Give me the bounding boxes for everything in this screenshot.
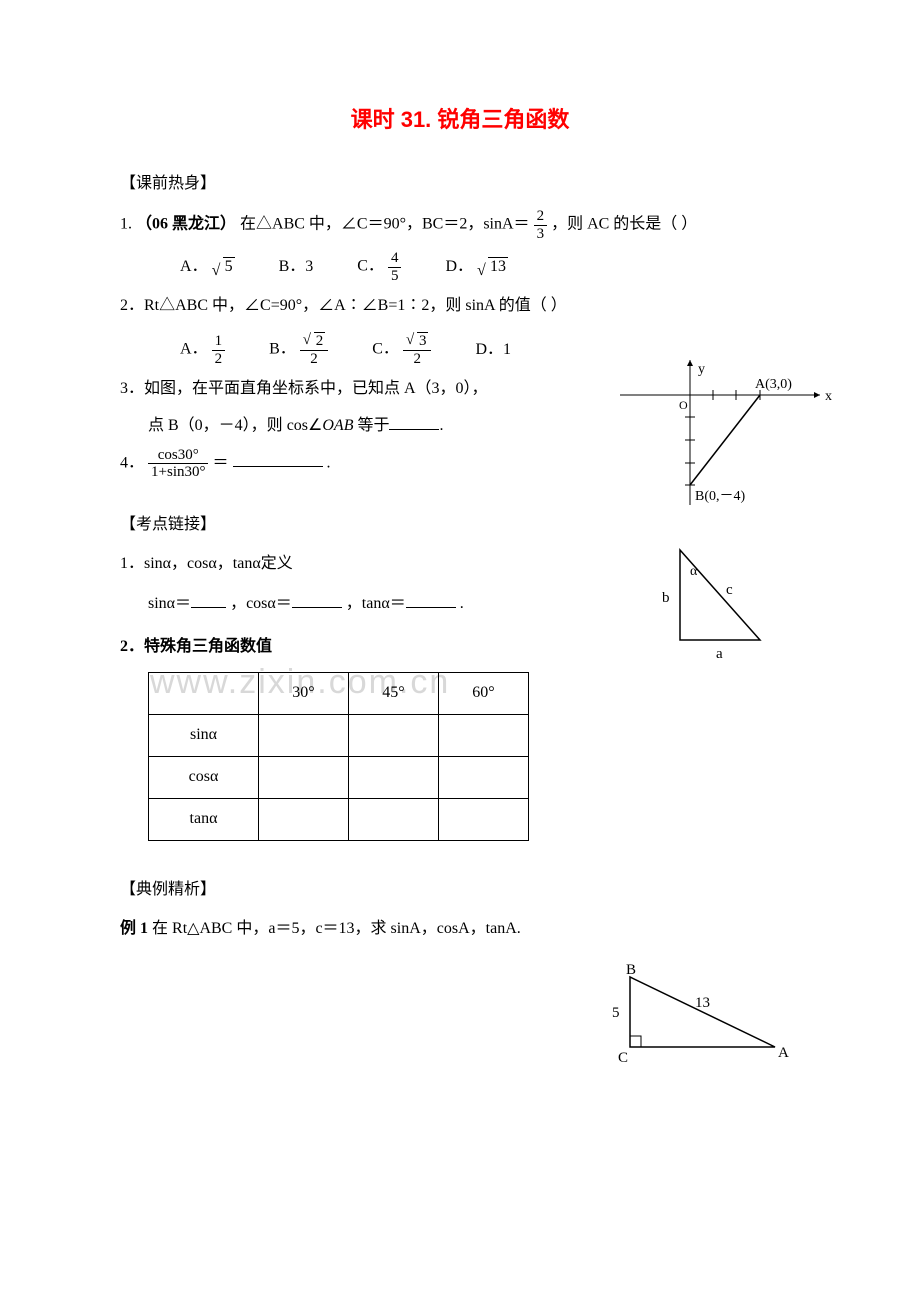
svg-text:b: b [662,590,670,606]
svg-text:x: x [825,389,832,404]
svg-text:13: 13 [695,995,710,1011]
q1-tail: ，则 AC 的长是（ ） [551,216,697,233]
blank-input [389,412,439,430]
page-title: 课时 31. 锐角三角函数 [120,100,800,140]
blank-input [191,590,226,608]
svg-text:C: C [618,1050,628,1066]
svg-text:α: α [690,564,698,579]
question-2: 2．Rt△ABC 中，∠C=90°，∠A∶∠B=1∶2，则 sinA 的值（ ） [120,292,800,321]
blank-input [233,449,323,467]
q1-frac: 2 3 [534,208,548,242]
q2-optD: D．1 [475,336,511,365]
svg-text:B(0,－4): B(0,－4) [695,489,745,504]
table-row-sin: sinα [149,714,259,756]
blank-input [406,590,456,608]
table-empty-header [149,672,259,714]
svg-text:c: c [726,582,733,598]
q1-options: A． 5 B．3 C． 4 5 D． 13 [180,250,800,284]
q3-wrapper: 3．如图，在平面直角坐标系中，已知点 A（3，0）， 点 B（0，－4），则 c… [120,375,800,441]
table-row-tan: tanα [149,798,259,840]
section-examples: 【典例精析】 [120,876,800,905]
coordinate-diagram: y x O A(3,0) B(0,－4) [620,355,850,515]
table-h60: 60° [439,672,529,714]
sqrt-icon: 13 [488,257,508,275]
question-4: 4． cos30° 1+sin30° ＝ . [120,447,800,481]
svg-text:A: A [778,1045,789,1061]
q1-optB: B．3 [279,253,314,282]
trig-table: 30° 45° 60° sinα cosα tanα [148,672,529,841]
svg-text:B: B [626,962,636,978]
ex1-diagram-wrap: B C A 5 13 [120,952,800,1082]
q1-text: 在△ABC 中，∠C＝90°，BC＝2，sinA＝ [240,216,530,233]
example-1: 例 1 在 Rt△ABC 中，a＝5，c＝13，求 sinA，cosA，tanA… [120,915,800,944]
table-h30: 30° [259,672,349,714]
svg-text:5: 5 [612,1005,620,1021]
table-h45: 45° [349,672,439,714]
link-p3: 2．特殊角三角函数值 [120,633,800,662]
q2-optC: C． 3 2 [372,333,431,367]
q1-optA: A． 5 [180,253,235,282]
section-warmup: 【课前热身】 [120,170,800,199]
question-1: 1. （06 黑龙江） 在△ABC 中，∠C＝90°，BC＝2，sinA＝ 2 … [120,208,800,242]
q1-optD: D． 13 [445,253,508,282]
q1-origin: （06 黑龙江） [136,216,236,233]
links-wrapper: 1．sinα，cosα，tanα定义 sinα＝ ，cosα＝ ，tanα＝ .… [120,550,800,620]
svg-text:O: O [679,398,688,412]
svg-text:y: y [698,362,705,377]
svg-text:A(3,0): A(3,0) [755,377,792,392]
sqrt-icon: 5 [223,257,235,275]
blank-input [292,590,342,608]
table-row-cos: cosα [149,756,259,798]
q2-optB: B． 2 2 [269,333,328,367]
q1-optC: C． 4 5 [357,250,401,284]
example-triangle-diagram: B C A 5 13 [600,962,800,1082]
q2-optA: A． 1 2 [180,333,225,367]
q1-num: 1. [120,216,132,233]
